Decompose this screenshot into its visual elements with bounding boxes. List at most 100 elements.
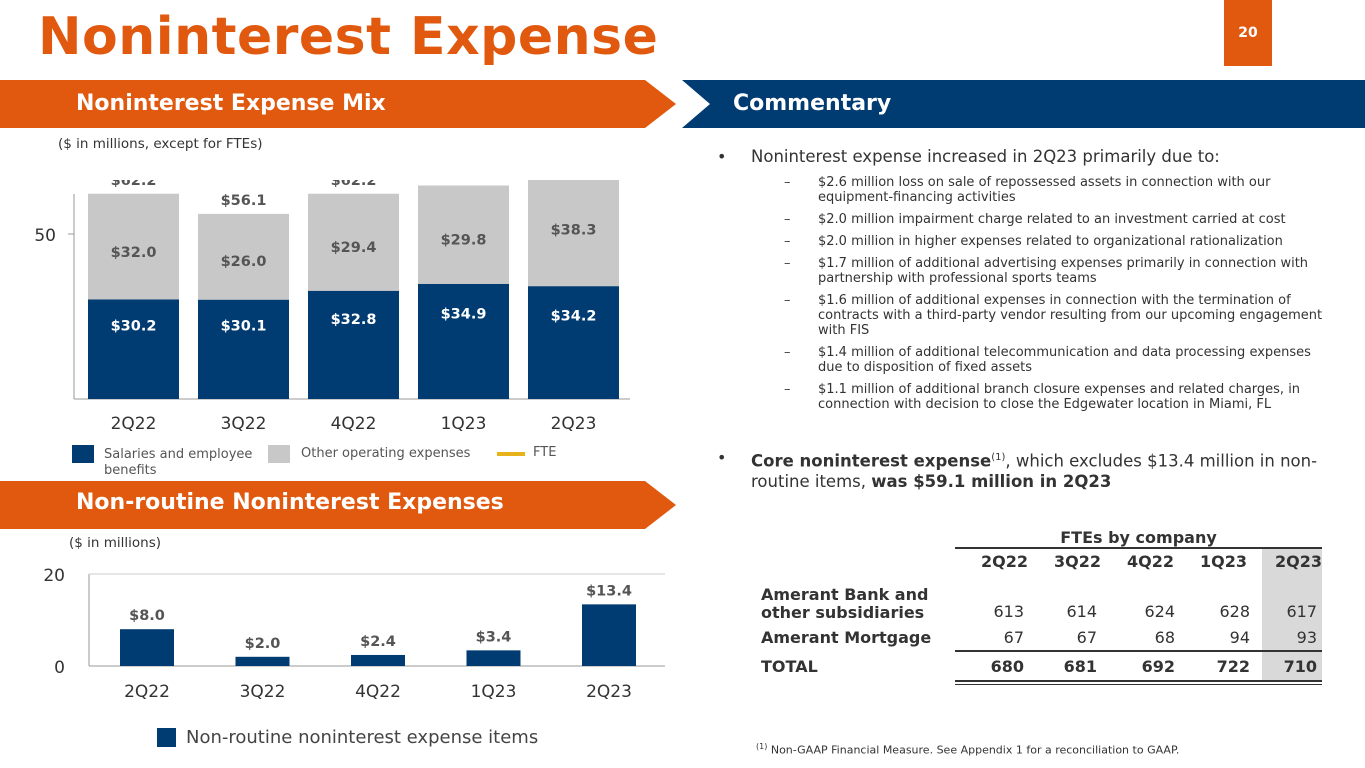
list-item: – $1.7 million of additional advertising…	[784, 256, 1329, 286]
x-tick-label: 1Q23	[441, 414, 487, 434]
dash-marker: –	[784, 293, 791, 308]
commentary-item: $2.0 million in higher expenses related …	[818, 234, 1283, 249]
legend-label-other: Other operating expenses	[301, 446, 471, 461]
bullet-dot: •	[717, 448, 727, 467]
fte-cell: 94	[1229, 628, 1250, 647]
core-expense-bullet: Core noninterest expense(1), which exclu…	[751, 448, 1326, 492]
page-title: Noninterest Expense	[38, 7, 659, 67]
list-item: – $1.4 million of additional telecommuni…	[784, 345, 1329, 375]
fte-cell: 68	[1154, 628, 1175, 647]
legend-label-salaries: Salaries and employee benefits	[104, 447, 253, 478]
nonroutine-section-header: Non-routine Noninterest Expenses	[76, 490, 504, 515]
dash-marker: –	[784, 175, 791, 190]
fte-cell: 710	[1283, 657, 1317, 676]
page-number: 20	[1224, 0, 1272, 66]
x-tick-label: 4Q22	[355, 682, 401, 702]
bar-value-label: $8.0	[129, 608, 165, 624]
fte-total-rule	[955, 650, 1322, 652]
expense-mix-chart: 50 $30.2 $32.0 $62.2 2Q22 $30.1 $26.0 $56.1 3Q22…	[34, 180, 630, 434]
x-tick-label: 2Q23	[551, 414, 597, 434]
fte-col-header: 4Q22	[1127, 552, 1174, 571]
bullet-dot: •	[717, 147, 727, 166]
bar-label-other: $29.4	[331, 240, 377, 256]
y-tick-label: 20	[43, 566, 65, 586]
fte-row-label: Amerant Mortgage	[761, 628, 932, 647]
bar-other-expenses	[418, 185, 509, 284]
bar-label-salaries: $32.8	[331, 312, 377, 328]
bar-label-other: $32.0	[111, 245, 157, 261]
legend-swatch-nonroutine	[157, 728, 176, 747]
x-tick-label: 1Q23	[471, 682, 517, 702]
legend-swatch-other	[268, 445, 290, 463]
fte-cell: 93	[1296, 628, 1317, 647]
list-item: – $2.6 million loss on sale of repossess…	[784, 175, 1329, 205]
bar-salaries	[418, 283, 509, 399]
x-tick-label: 4Q22	[331, 414, 377, 434]
fte-cell: 692	[1141, 657, 1175, 676]
fte-cell: 722	[1216, 657, 1250, 676]
dash-marker: –	[784, 234, 791, 249]
bar-label-other: $38.3	[551, 222, 597, 238]
fte-header-rule	[955, 547, 1322, 549]
bar-total-label: $56.1	[221, 193, 267, 209]
fte-col-header: 1Q23	[1200, 552, 1247, 571]
dash-marker: –	[784, 382, 791, 397]
nonroutine-units-note: ($ in millions)	[69, 535, 162, 551]
fte-highlight-column	[1262, 548, 1322, 680]
fte-col-header: 2Q22	[981, 552, 1028, 571]
table-row: 680 681 692 722 710	[955, 657, 1322, 676]
fte-double-rule-top	[955, 680, 1322, 682]
core-expense-footnote-ref: (1)	[991, 452, 1006, 463]
fte-cell: 628	[1219, 602, 1250, 621]
list-item: – $2.0 million impairment charge related…	[784, 212, 1329, 227]
core-expense-label: Core noninterest expense	[751, 451, 992, 471]
bar-other-expenses	[88, 193, 179, 300]
bar-value-label: $2.0	[245, 636, 281, 652]
footnote-marker: (1)	[756, 742, 768, 751]
bar-label-salaries: $30.1	[221, 319, 267, 335]
commentary-item: $1.4 million of additional telecommunica…	[818, 345, 1311, 375]
bar-label-salaries: $34.9	[441, 307, 487, 323]
list-item: – $1.1 million of additional branch clos…	[784, 382, 1329, 412]
core-expense-value: was $59.1 million in 2Q23	[871, 471, 1112, 491]
fte-table-title: FTEs by company	[1060, 528, 1217, 547]
commentary-header: Commentary	[733, 91, 892, 116]
mix-section-header: Noninterest Expense Mix	[76, 91, 386, 116]
fte-cell: 624	[1144, 602, 1175, 621]
commentary-item: $1.6 million of additional expenses in c…	[818, 293, 1323, 338]
fte-cell: 681	[1063, 657, 1097, 676]
bar-total-label: $62.2	[331, 180, 377, 189]
legend-swatch-fte	[497, 452, 525, 456]
y-tick-label: 0	[54, 658, 65, 678]
bar-value-label: $3.4	[476, 629, 512, 645]
fte-cell: 67	[1003, 628, 1024, 647]
bar-value-label: $2.4	[360, 634, 396, 650]
y-tick-label: 50	[34, 226, 56, 246]
mix-units-note: ($ in millions, except for FTEs)	[58, 136, 263, 152]
fte-header-row: 2Q22 3Q22 4Q22 1Q23 2Q23	[955, 552, 1322, 571]
fte-cell: 680	[990, 657, 1024, 676]
bar-nonroutine	[120, 629, 174, 666]
list-item: – $2.0 million in higher expenses relate…	[784, 234, 1329, 249]
footnote: (1) Non-GAAP Financial Measure. See Appe…	[756, 742, 1179, 757]
x-tick-label: 2Q23	[586, 682, 632, 702]
bar-nonroutine	[235, 656, 290, 666]
bar-label-other: $26.0	[221, 254, 267, 270]
fte-col-header: 3Q22	[1054, 552, 1101, 571]
mix-header-band	[0, 80, 676, 128]
legend-label-fte: FTE	[533, 445, 557, 460]
table-row: 67 67 68 94 93	[955, 628, 1322, 647]
fte-cell: 67	[1076, 628, 1097, 647]
dash-marker: –	[784, 345, 791, 360]
list-item: – $1.6 million of additional expenses in…	[784, 293, 1329, 338]
bar-salaries	[198, 299, 289, 399]
dash-marker: –	[784, 212, 791, 227]
commentary-item: $2.6 million loss on sale of repossessed…	[818, 175, 1271, 205]
bar-label-other: $29.8	[441, 233, 487, 249]
dash-marker: –	[784, 256, 791, 271]
x-tick-label: 3Q22	[221, 414, 267, 434]
bar-total-label: $62.2	[111, 180, 157, 189]
legend-label-nonroutine: Non-routine noninterest expense items	[186, 727, 539, 748]
commentary-item: $1.1 million of additional branch closur…	[818, 382, 1301, 412]
bar-nonroutine	[351, 654, 405, 666]
